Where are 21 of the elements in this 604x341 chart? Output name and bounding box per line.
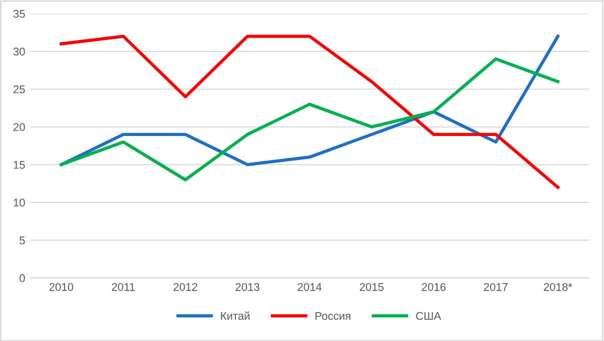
x-tick-label: 2011 (112, 283, 135, 291)
x-tick-label: 2015 (360, 283, 384, 291)
x-tick-label: 2012 (174, 283, 198, 291)
legend-label: Китай (221, 312, 250, 320)
y-tick-label: 5 (20, 236, 25, 244)
y-tick-label: 35 (13, 10, 25, 18)
x-tick-label: 2018* (544, 283, 572, 291)
y-tick-label: 25 (14, 85, 25, 94)
x-tick-label: 2014 (298, 283, 322, 291)
x-tick-label: 2010 (49, 283, 74, 291)
x-tick-label: 2017 (484, 283, 508, 291)
line-series (60, 57, 560, 182)
y-tick-label: 20 (14, 123, 25, 132)
y-tick-label: 15 (14, 161, 25, 169)
legend-label: Россия (316, 312, 350, 320)
legend-label: США (416, 312, 442, 320)
x-tick-label: 2013 (236, 283, 260, 291)
y-tick-label: 10 (14, 198, 25, 207)
x-tick-label: 2016 (422, 283, 446, 291)
y-tick-label: 30 (13, 48, 25, 56)
y-tick-label: 0 (20, 274, 25, 282)
